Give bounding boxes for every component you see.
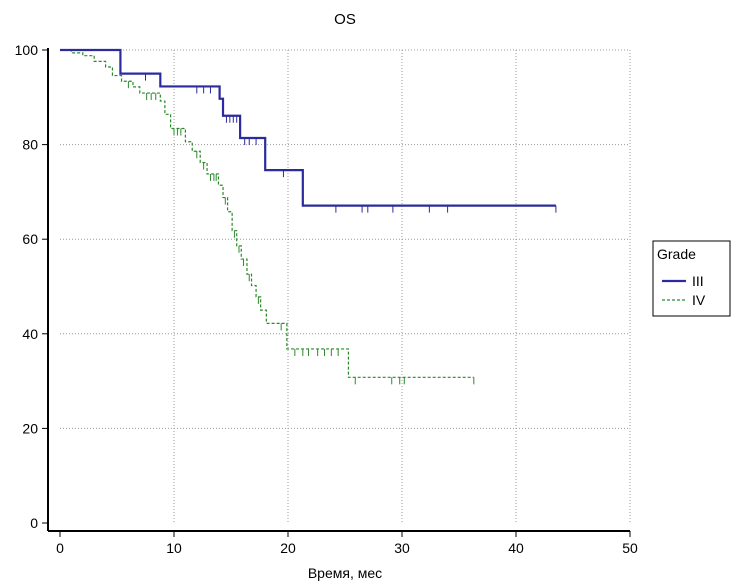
y-tick-label: 60	[22, 231, 38, 247]
series-line-iv	[60, 50, 474, 377]
x-tick-label: 0	[56, 540, 64, 556]
x-tick-label: 30	[394, 540, 410, 556]
legend-title: Grade	[657, 246, 696, 262]
y-tick-label: 0	[30, 515, 38, 531]
grid-lines	[60, 50, 630, 523]
axes: 0 10 20 30 40 50 0 20 40 60 80 100	[15, 42, 638, 556]
y-tick-label: 80	[22, 137, 38, 153]
series-line-iii	[60, 50, 556, 206]
y-tick-label: 100	[15, 42, 39, 58]
chart-title: OS	[334, 11, 356, 28]
x-tick-label: 10	[166, 540, 182, 556]
y-tick-label: 20	[22, 420, 38, 436]
series-layer	[60, 50, 556, 384]
x-tick-label: 40	[508, 540, 524, 556]
x-tick-label: 50	[622, 540, 638, 556]
y-tick-label: 40	[22, 326, 38, 342]
x-axis-title: Время, мес	[308, 565, 382, 581]
legend-label-iv: IV	[692, 292, 706, 308]
legend: Grade III IV	[653, 241, 730, 316]
legend-label-iii: III	[692, 273, 704, 289]
x-tick-label: 20	[280, 540, 296, 556]
